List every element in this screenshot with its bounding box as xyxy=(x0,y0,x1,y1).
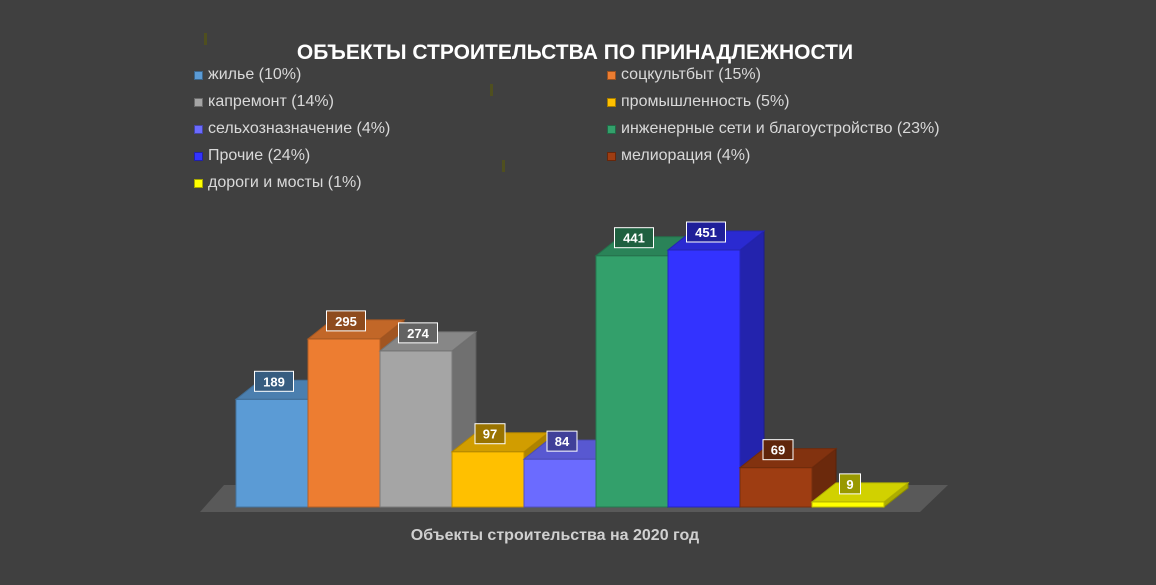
legend-item: дороги и мосты (1%) xyxy=(194,174,362,192)
legend-swatch xyxy=(607,70,616,80)
data-label-box xyxy=(398,322,438,344)
decorative-mark xyxy=(204,33,207,45)
legend-label: капремонт (14%) xyxy=(208,93,334,110)
data-label-text: 84 xyxy=(555,434,570,449)
data-label: 84 xyxy=(546,430,578,452)
data-label-box xyxy=(546,430,578,452)
data-label-text: 451 xyxy=(695,225,717,240)
data-label: 451 xyxy=(686,221,726,243)
data-label-box xyxy=(254,370,294,392)
data-label-text: 69 xyxy=(771,443,785,458)
legend-swatch xyxy=(194,124,203,134)
data-label-text: 97 xyxy=(483,427,497,442)
data-label-text: 9 xyxy=(846,477,853,492)
legend-swatch xyxy=(194,70,203,80)
legend-swatch xyxy=(194,97,203,107)
data-label: 274 xyxy=(398,322,438,344)
legend-item: капремонт (14%) xyxy=(194,93,334,111)
legend-item: сельхозназначение (4%) xyxy=(194,120,390,138)
data-label-box xyxy=(686,221,726,243)
legend-swatch xyxy=(607,97,616,107)
bar-front xyxy=(235,398,309,508)
data-label: 69 xyxy=(762,439,794,461)
legend-item: соцкультбыт (15%) xyxy=(607,66,761,84)
legend-item: жилье (10%) xyxy=(194,66,301,84)
legend-label: соцкультбыт (15%) xyxy=(621,66,761,83)
legend-item: мелиорация (4%) xyxy=(607,147,750,165)
legend-label: мелиорация (4%) xyxy=(621,147,751,164)
legend-label: дороги и мосты (1%) xyxy=(208,174,362,191)
data-label: 97 xyxy=(474,423,506,445)
legend-swatch xyxy=(194,178,203,188)
data-label-box xyxy=(326,310,366,332)
legend-swatch xyxy=(607,151,616,161)
legend-swatch xyxy=(194,151,203,161)
legend-item: промышленность (5%) xyxy=(607,93,790,111)
chart-title: ОБЪЕКТЫ СТРОИТЕЛЬСТВА ПО ПРИНАДЛЕЖНОСТИ xyxy=(296,41,854,64)
legend-label: сельхозназначение (4%) xyxy=(208,120,391,137)
decorative-mark xyxy=(490,84,493,96)
legend-item: инженерные сети и благоустройство (23%) xyxy=(607,120,940,138)
data-label: 441 xyxy=(614,227,654,249)
bar-7 xyxy=(666,229,766,509)
legend-item: Прочие (24%) xyxy=(194,147,310,165)
bar-front xyxy=(595,255,669,508)
bar-front xyxy=(379,350,453,508)
x-axis-label: Объекты строительства на 2020 год xyxy=(410,527,700,544)
legend-swatch xyxy=(607,124,616,134)
legend-label: промышленность (5%) xyxy=(621,93,790,110)
data-label-box xyxy=(614,227,654,249)
data-label: 9 xyxy=(839,473,861,495)
bar-front xyxy=(667,249,741,508)
data-label: 189 xyxy=(254,370,294,392)
legend-label: Прочие (24%) xyxy=(208,147,311,164)
bar-front xyxy=(811,501,885,508)
bar-front xyxy=(523,458,597,508)
data-label-text: 295 xyxy=(335,314,357,329)
data-label-box xyxy=(839,473,861,495)
data-label-text: 189 xyxy=(263,374,285,389)
data-label-text: 441 xyxy=(623,231,645,246)
data-label-box xyxy=(762,439,794,461)
bar-front xyxy=(451,451,525,508)
bar-front xyxy=(739,467,813,508)
legend-label: инженерные сети и благоустройство (23%) xyxy=(621,120,940,137)
legend-label: жилье (10%) xyxy=(208,66,302,83)
decorative-mark xyxy=(502,160,505,172)
chart-legend: жилье (10%) соцкультбыт (15%) капремонт (1… xyxy=(194,66,994,196)
data-label: 295 xyxy=(326,310,366,332)
bar-front xyxy=(307,338,381,508)
data-label-text: 274 xyxy=(407,326,429,341)
data-label-box xyxy=(474,423,506,445)
